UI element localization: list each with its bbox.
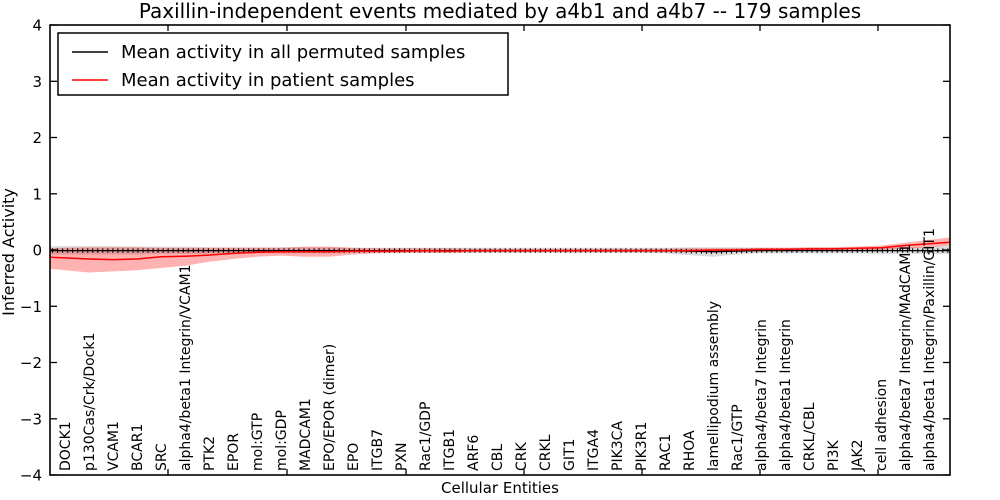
x-category-label: Rac1/GTP bbox=[730, 404, 746, 471]
x-category-label: alpha4/beta1 Integrin bbox=[778, 319, 794, 471]
legend: Mean activity in all permuted samples Me… bbox=[57, 32, 509, 96]
x-category-label: PTK2 bbox=[202, 436, 218, 471]
y-tick-label: −4 bbox=[20, 467, 42, 485]
x-category-label: PI3K bbox=[826, 440, 842, 471]
legend-label-permuted: Mean activity in all permuted samples bbox=[121, 42, 465, 63]
y-tick-labels: 4 3 2 1 0 −1 −2 −3 −4 bbox=[20, 17, 42, 485]
x-category-label: VCAM1 bbox=[106, 421, 122, 471]
x-category-label: alpha4/beta7 Integrin/MAdCAM1 bbox=[898, 244, 914, 471]
x-category-labels: DOCK1 p130Cas/Crk/Dock1 VCAM1 BCAR1 SRC alpha… bbox=[58, 228, 938, 472]
x-category-label: MADCAM1 bbox=[298, 398, 314, 471]
legend-label-patient: Mean activity in patient samples bbox=[121, 70, 415, 91]
x-category-label: PXN bbox=[394, 442, 410, 471]
x-category-label: alpha4/beta1 Integrin/VCAM1 bbox=[178, 265, 194, 472]
x-axis-label: Cellular Entities bbox=[441, 479, 559, 497]
y-axis-label: Inferred Activity bbox=[0, 188, 18, 316]
x-category-label: ARF6 bbox=[466, 435, 482, 471]
x-category-label: CBL bbox=[490, 444, 506, 471]
x-category-label: CRKL bbox=[538, 434, 554, 471]
legend-box bbox=[57, 32, 509, 96]
x-category-label: EPO/EPOR (dimer) bbox=[322, 344, 338, 471]
x-category-label: EPOR bbox=[226, 433, 242, 471]
x-category-label: RAC1 bbox=[658, 434, 674, 471]
x-category-label: RHOA bbox=[682, 430, 698, 471]
chart-title: Paxillin-independent events mediated by … bbox=[139, 0, 861, 23]
x-category-label: ITGA4 bbox=[586, 429, 602, 471]
x-category-label: mol:GDP bbox=[274, 410, 290, 471]
y-tick-label: 2 bbox=[32, 129, 42, 147]
y-tick-label: −1 bbox=[20, 298, 42, 316]
y-tick-label: 4 bbox=[32, 17, 42, 35]
x-category-label: PIK3R1 bbox=[634, 422, 650, 471]
x-category-label: alpha4/beta7 Integrin bbox=[754, 319, 770, 471]
y-tick-label: −3 bbox=[20, 410, 42, 428]
x-category-label: alpha4/beta1 Integrin/Paxillin/GIT1 bbox=[922, 228, 938, 471]
x-category-label: lamellipodium assembly bbox=[706, 301, 722, 471]
x-category-label: CRKL/CBL bbox=[802, 402, 818, 471]
x-category-label: ITGB1 bbox=[442, 429, 458, 471]
plot-border bbox=[49, 24, 951, 476]
y-tick-label: 0 bbox=[32, 242, 42, 260]
x-category-label: PIK3CA bbox=[610, 421, 626, 471]
patient-band bbox=[50, 237, 950, 273]
y-tick-label: 1 bbox=[32, 185, 42, 203]
patient-line bbox=[49, 241, 951, 261]
x-category-label: JAK2 bbox=[850, 439, 866, 472]
x-category-label: BCAR1 bbox=[130, 424, 146, 471]
x-category-label: SRC bbox=[154, 443, 170, 471]
y-tick-label: −2 bbox=[20, 354, 42, 372]
x-category-label: DOCK1 bbox=[58, 421, 74, 471]
x-category-label: ITGB7 bbox=[370, 429, 386, 471]
x-category-label: p130Cas/Crk/Dock1 bbox=[82, 333, 98, 471]
x-category-label: GIT1 bbox=[562, 439, 578, 471]
x-category-label: EPO bbox=[346, 443, 362, 471]
x-category-label: cell adhesion bbox=[874, 379, 890, 471]
x-category-label: CRK bbox=[514, 441, 530, 471]
x-category-label: mol:GTP bbox=[250, 413, 266, 471]
x-category-label: Rac1/GDP bbox=[418, 402, 434, 471]
y-tick-label: 3 bbox=[32, 73, 42, 91]
